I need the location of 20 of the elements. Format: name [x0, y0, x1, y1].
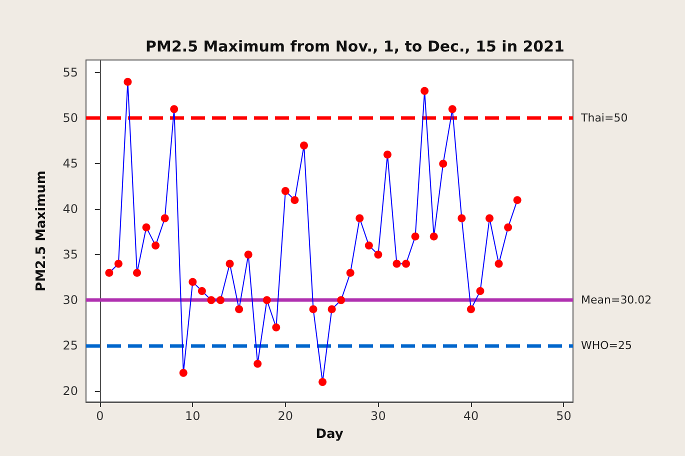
x-tick-label: 30: [370, 409, 386, 423]
y-tick-label: 20: [62, 384, 78, 398]
ref-line-label: WHO=25: [581, 339, 632, 352]
x-tick-label: 10: [185, 409, 200, 423]
y-tick-label: 40: [62, 202, 78, 216]
ref-line-label: Thai=50: [580, 112, 628, 125]
y-tick-label: 45: [62, 156, 78, 171]
y-tick-label: 30: [62, 293, 78, 308]
ref-line-label: Mean=30.02: [581, 293, 652, 306]
y-tick-label: 50: [62, 111, 78, 126]
x-axis-title: Day: [316, 427, 344, 442]
x-tick-label: 20: [278, 409, 294, 423]
y-axis-title: PM2.5 Maximum: [34, 170, 49, 292]
y-tick-label: 35: [62, 248, 78, 262]
x-tick-label: 50: [556, 409, 572, 423]
y-tick-label: 25: [62, 338, 78, 353]
x-tick-label: 40: [463, 409, 479, 423]
x-tick-label: 0: [96, 409, 104, 423]
y-tick-label: 55: [62, 66, 78, 80]
chart-title: PM2.5 Maximum from Nov., 1, to Dec., 15 in 2021: [146, 38, 564, 56]
